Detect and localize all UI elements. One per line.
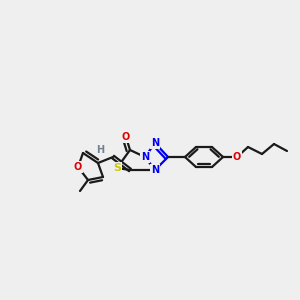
- Text: N: N: [151, 165, 159, 175]
- Text: H: H: [96, 145, 104, 155]
- Text: O: O: [233, 152, 241, 162]
- Text: O: O: [74, 162, 82, 172]
- Text: O: O: [122, 132, 130, 142]
- Text: N: N: [141, 152, 149, 162]
- Text: N: N: [151, 138, 159, 148]
- Text: S: S: [113, 163, 121, 173]
